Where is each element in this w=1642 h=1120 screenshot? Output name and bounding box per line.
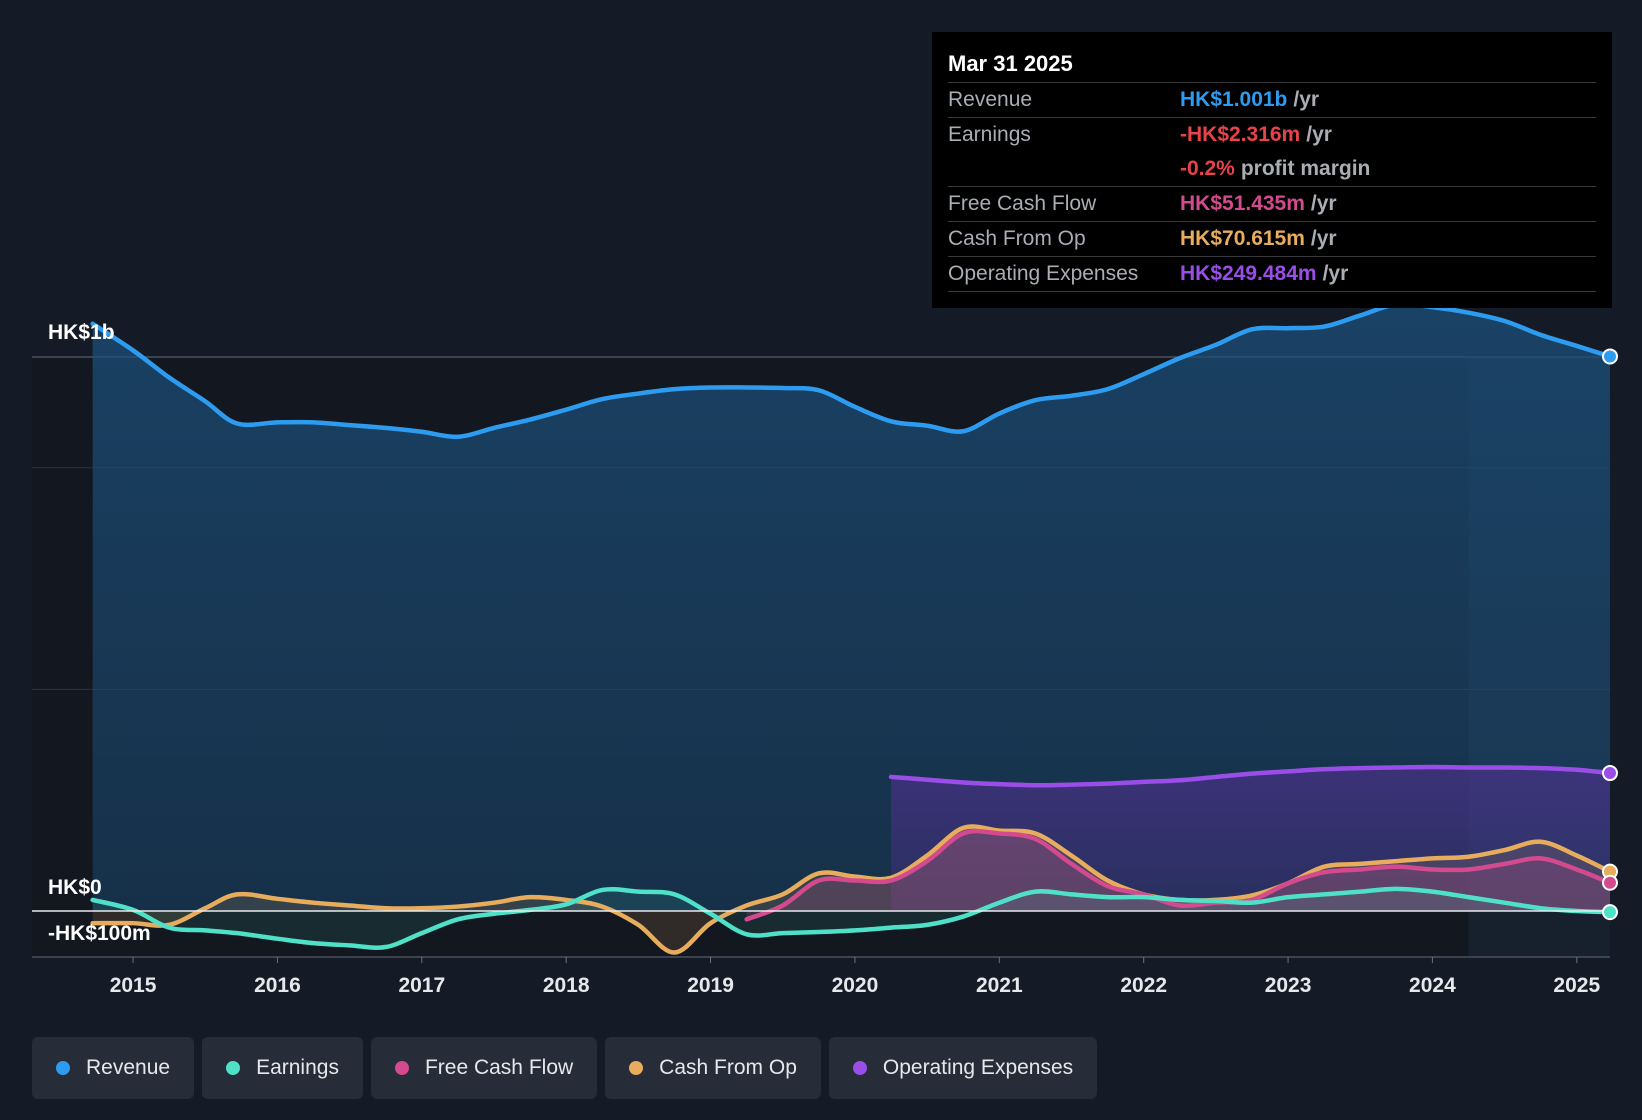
tooltip-unit: profit margin (1240, 157, 1371, 180)
x-tick-label: 2024 (1409, 974, 1456, 997)
legend-label: Cash From Op (659, 1056, 797, 1079)
legend-dot-icon (629, 1061, 644, 1075)
legend-dot-icon (56, 1061, 70, 1075)
tooltip-row: Free Cash Flow HK$51.435m/yr (948, 187, 1596, 222)
tooltip-value: HK$1.001b (1180, 88, 1288, 111)
tooltip-row: -0.2% profit margin (948, 152, 1596, 187)
x-tick-label: 2017 (398, 974, 445, 997)
tooltip-value: -HK$2.316m (1180, 123, 1301, 146)
tooltip-row: Revenue HK$1.001b/yr (948, 83, 1596, 118)
tooltip-row: Operating Expenses HK$249.484m/yr (948, 257, 1596, 292)
free-cash-flow-line (744, 828, 1613, 922)
tooltip-unit: /yr (1310, 227, 1337, 250)
tooltip-label: Cash From Op (948, 227, 1086, 250)
x-tick-label: 2020 (832, 974, 879, 997)
tooltip-date: Mar 31 2025 (948, 46, 1596, 83)
revenue-area (92, 303, 1611, 911)
legend-label: Operating Expenses (882, 1056, 1074, 1079)
y-axis-labels: HK$1b HK$0 -HK$100m (48, 321, 151, 945)
tooltip-label: Revenue (948, 88, 1033, 111)
x-tick-label: 2015 (110, 974, 157, 997)
legend-item-free-cash-flow[interactable]: Free Cash Flow (370, 1037, 598, 1099)
operating-expenses-end-dot (1602, 765, 1618, 782)
tooltip-panel: Mar 31 2025 Revenue HK$1.001b/yr Earnings -… (932, 32, 1612, 308)
tooltip-value: HK$51.435m (1180, 192, 1305, 215)
legend-item-operating-expenses[interactable]: Operating Expenses (828, 1037, 1098, 1099)
x-tick-label: 2023 (1265, 974, 1312, 997)
y-axis-label: -HK$100m (48, 922, 151, 945)
tooltip-unit: /yr (1306, 123, 1332, 146)
revenue-end-dot (1602, 348, 1618, 365)
y-axis-label: HK$0 (48, 876, 102, 899)
x-tick-label: 2018 (543, 974, 590, 997)
tooltip-value: HK$70.615m (1180, 227, 1305, 250)
cash-from-op-line (90, 824, 1613, 955)
tooltip-unit: /yr (1310, 192, 1337, 215)
y-axis-label: HK$1b (48, 321, 115, 344)
free-cash-flow-area (746, 831, 1610, 920)
earnings-end-dot (1602, 904, 1618, 921)
operating-expenses-line (888, 764, 1613, 788)
legend-label: Free Cash Flow (424, 1056, 574, 1079)
x-tick-label: 2021 (976, 974, 1023, 997)
operating-expenses-area (891, 766, 1610, 911)
legend-item-cash-from-op[interactable]: Cash From Op (605, 1037, 821, 1099)
legend-item-revenue[interactable]: Revenue (32, 1037, 195, 1099)
series-areas (92, 303, 1611, 953)
x-tick-label: 2022 (1120, 974, 1167, 997)
tooltip-value: HK$249.484m (1180, 262, 1317, 285)
tooltip-row: Earnings -HK$2.316m/yr (948, 118, 1596, 152)
tooltip-unit: /yr (1322, 262, 1349, 285)
legend-item-earnings[interactable]: Earnings (202, 1037, 363, 1099)
legend-dot-icon (226, 1061, 241, 1075)
legend-label: Earnings (256, 1056, 339, 1079)
x-tick-label: 2025 (1553, 974, 1600, 997)
legend-dot-icon (852, 1061, 867, 1075)
cash-from-op-area (92, 826, 1611, 953)
legend: Revenue Earnings Free Cash Flow Cash From O… (32, 1037, 1098, 1099)
legend-label: Revenue (86, 1056, 171, 1079)
x-axis-ticks: 2015 2016 2017 2018 2019 2020 2021 2022 2023 2024… (110, 957, 1600, 997)
tooltip-label: Operating Expenses (948, 262, 1139, 285)
legend-dot-icon (394, 1061, 409, 1075)
tooltip-rows: Revenue HK$1.001b/yr Earnings -HK$2.316m/yr… (948, 83, 1596, 292)
tooltip-value: -0.2% (1180, 157, 1235, 180)
tooltip-label: Free Cash Flow (948, 192, 1097, 215)
tooltip-row: Cash From Op HK$70.615m/yr (948, 222, 1596, 257)
earnings-line (90, 886, 1613, 950)
series-lines (32, 301, 1613, 955)
free-cash-flow-end-dot (1602, 874, 1618, 891)
revenue-line (90, 301, 1613, 440)
x-tick-label: 2016 (254, 974, 301, 997)
tooltip-label: Earnings (948, 123, 1031, 146)
series-end-markers (1602, 348, 1618, 921)
x-tick-label: 2019 (687, 974, 734, 997)
tooltip-unit: /yr (1293, 88, 1320, 111)
